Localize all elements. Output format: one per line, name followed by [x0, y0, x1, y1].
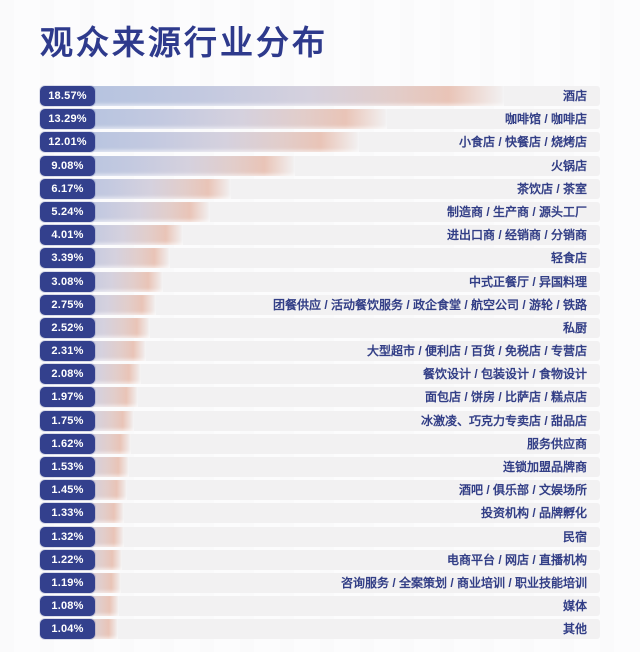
value-badge: 2.31% — [40, 341, 95, 362]
value-badge: 1.62% — [40, 433, 95, 454]
bar-row: 18.57% 酒店 — [40, 86, 600, 106]
bar-row: 1.22% 电商平台 / 网店 / 直播机构 — [40, 549, 600, 570]
category-label: 制造商 / 生产商 / 源头工厂 — [446, 204, 587, 219]
category-label: 进出口商 / 经销商 / 分销商 — [446, 228, 587, 243]
bar-track — [40, 433, 600, 454]
bar-row: 13.29% 咖啡馆 / 咖啡店 — [40, 109, 600, 130]
bar-row: 1.32% 民宿 — [40, 526, 600, 547]
category-label: 冰激凌、巧克力专卖店 / 甜品店 — [420, 413, 587, 428]
bar-row: 1.45% 酒吧 / 俱乐部 / 文娱场所 — [40, 480, 600, 501]
category-label: 小食店 / 快餐店 / 烧烤店 — [458, 135, 587, 150]
bar-row: 1.62% 服务供应商 — [40, 433, 600, 454]
value-badge: 1.97% — [40, 387, 95, 408]
bar-row: 9.08% 火锅店 — [40, 155, 600, 176]
bar-row: 3.08% 中式正餐厅 / 异国料理 — [40, 271, 600, 292]
category-label: 轻食店 — [550, 251, 587, 266]
value-badge: 18.57% — [40, 86, 95, 106]
value-badge: 12.01% — [40, 132, 95, 153]
bar-track — [40, 86, 600, 106]
category-label: 投资机构 / 品牌孵化 — [480, 506, 587, 521]
category-label: 服务供应商 — [526, 436, 587, 451]
bar-track — [40, 317, 600, 338]
value-badge: 1.22% — [40, 549, 95, 570]
bar-track — [40, 619, 600, 640]
bar-fill — [40, 109, 388, 130]
bar-track — [40, 248, 600, 269]
value-badge: 1.53% — [40, 457, 95, 477]
category-label: 酒店 — [562, 89, 587, 103]
value-badge: 1.04% — [40, 619, 95, 640]
bar-row: 3.39% 轻食店 — [40, 248, 600, 269]
bar-row: 1.97% 面包店 / 饼房 / 比萨店 / 糕点店 — [40, 387, 600, 408]
bar-row: 1.04% 其他 — [40, 619, 600, 640]
category-label: 茶饮店 / 茶室 — [516, 181, 587, 196]
bar-track — [40, 526, 600, 547]
bar-row: 1.08% 媒体 — [40, 596, 600, 617]
bar-row: 2.52% 私厨 — [40, 317, 600, 338]
bar-row: 2.75% 团餐供应 / 活动餐饮服务 / 政企食堂 / 航空公司 / 游轮 /… — [40, 294, 600, 315]
category-label: 中式正餐厅 / 异国料理 — [468, 274, 587, 289]
value-badge: 6.17% — [40, 178, 95, 199]
value-badge: 2.52% — [40, 317, 95, 338]
value-badge: 3.39% — [40, 248, 95, 269]
bar-row: 4.01% 进出口商 / 经销商 / 分销商 — [40, 225, 600, 246]
bar-row: 2.31% 大型超市 / 便利店 / 百货 / 免税店 / 专营店 — [40, 341, 600, 362]
bar-row: 1.33% 投资机构 / 品牌孵化 — [40, 503, 600, 524]
category-label: 大型超市 / 便利店 / 百货 / 免税店 / 专营店 — [366, 344, 587, 359]
category-label: 民宿 — [562, 529, 587, 544]
bar-row: 6.17% 茶饮店 / 茶室 — [40, 178, 600, 199]
bar-row: 5.24% 制造商 / 生产商 / 源头工厂 — [40, 201, 600, 222]
bar-row: 1.53% 连锁加盟品牌商 — [40, 457, 600, 477]
category-label: 酒吧 / 俱乐部 / 文娱场所 — [458, 483, 587, 498]
category-label: 火锅店 — [550, 158, 587, 173]
value-badge: 5.24% — [40, 201, 95, 222]
bar-track — [40, 109, 600, 130]
value-badge: 9.08% — [40, 155, 95, 176]
bar-fill — [40, 86, 504, 106]
category-label: 其他 — [562, 622, 587, 637]
value-badge: 1.08% — [40, 596, 95, 617]
category-label: 私厨 — [562, 320, 587, 335]
value-badge: 1.33% — [40, 503, 95, 524]
industry-distribution-bar-chart: 18.57% 酒店 13.29% 咖啡馆 / 咖啡店 12.01% 小食店 / … — [40, 86, 600, 643]
category-label: 电商平台 / 网店 / 直播机构 — [446, 552, 587, 567]
category-label: 团餐供应 / 活动餐饮服务 / 政企食堂 / 航空公司 / 游轮 / 铁路 — [272, 297, 587, 312]
bar-row: 2.08% 餐饮设计 / 包装设计 / 食物设计 — [40, 364, 600, 385]
page-title: 观众来源行业分布 — [40, 24, 328, 61]
value-badge: 3.08% — [40, 271, 95, 292]
bar-fill — [40, 132, 360, 153]
value-badge: 4.01% — [40, 225, 95, 246]
category-label: 咖啡馆 / 咖啡店 — [504, 112, 587, 127]
bar-row: 12.01% 小食店 / 快餐店 / 烧烤店 — [40, 132, 600, 153]
category-label: 媒体 — [562, 599, 587, 614]
value-badge: 1.19% — [40, 572, 95, 593]
value-badge: 1.32% — [40, 526, 95, 547]
value-badge: 2.08% — [40, 364, 95, 385]
bar-row: 1.75% 冰激凌、巧克力专卖店 / 甜品店 — [40, 410, 600, 431]
bar-track — [40, 132, 600, 153]
category-label: 连锁加盟品牌商 — [502, 460, 587, 474]
value-badge: 2.75% — [40, 294, 95, 315]
bar-row: 1.19% 咨询服务 / 全案策划 / 商业培训 / 职业技能培训 — [40, 572, 600, 593]
value-badge: 1.75% — [40, 410, 95, 431]
category-label: 面包店 / 饼房 / 比萨店 / 糕点店 — [424, 390, 587, 405]
bar-fill — [40, 155, 295, 176]
value-badge: 13.29% — [40, 109, 95, 130]
category-label: 咨询服务 / 全案策划 / 商业培训 / 职业技能培训 — [340, 575, 587, 590]
bar-track — [40, 596, 600, 617]
value-badge: 1.45% — [40, 480, 95, 501]
category-label: 餐饮设计 / 包装设计 / 食物设计 — [422, 367, 587, 382]
bar-track — [40, 155, 600, 176]
